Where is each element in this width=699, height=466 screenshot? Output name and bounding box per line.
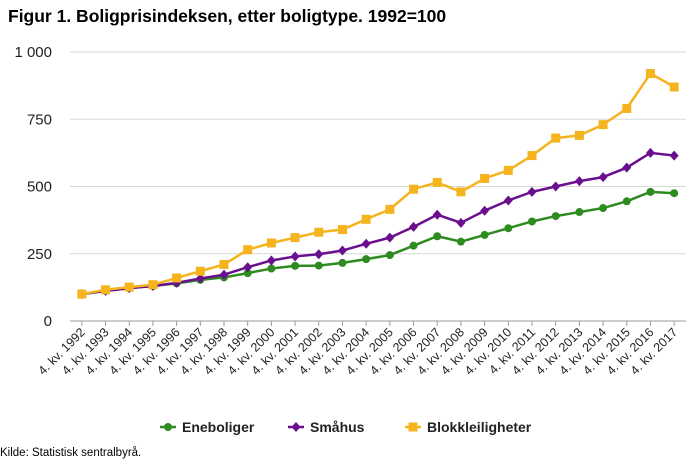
series-lines xyxy=(77,69,679,300)
data-point xyxy=(670,189,679,198)
data-point xyxy=(409,184,419,194)
data-point xyxy=(575,208,584,217)
series-blokkleiligheter xyxy=(77,69,679,299)
data-point xyxy=(527,186,537,197)
data-point xyxy=(148,280,158,290)
legend-item[interactable]: Eneboliger xyxy=(160,419,255,435)
data-point xyxy=(266,255,276,266)
legend-item[interactable]: Blokkleiligheter xyxy=(405,419,532,435)
data-point xyxy=(385,251,394,260)
data-point xyxy=(598,172,608,183)
data-point xyxy=(361,214,371,224)
data-point xyxy=(622,162,632,173)
data-point xyxy=(314,261,323,270)
y-tick-label: 500 xyxy=(27,179,52,196)
data-point xyxy=(267,264,276,273)
data-point xyxy=(622,103,632,113)
legend-label: Småhus xyxy=(310,419,365,435)
series-småhus xyxy=(77,147,679,300)
data-point xyxy=(219,260,229,270)
data-point xyxy=(409,241,418,250)
data-point xyxy=(337,225,347,235)
data-point xyxy=(243,245,253,255)
data-point xyxy=(361,238,371,249)
data-point xyxy=(551,212,560,221)
data-point xyxy=(645,147,655,158)
y-tick-label: 1 000 xyxy=(14,44,52,61)
data-point xyxy=(172,273,182,283)
series-line xyxy=(81,151,675,296)
data-point xyxy=(622,197,631,206)
data-point xyxy=(77,289,87,299)
legend-marker xyxy=(408,422,418,432)
data-point xyxy=(314,227,324,237)
data-point xyxy=(574,176,584,187)
data-point xyxy=(243,269,252,278)
data-point xyxy=(362,255,371,264)
legend-label: Eneboliger xyxy=(182,419,255,435)
data-point xyxy=(646,187,655,196)
data-point xyxy=(598,120,608,130)
data-point xyxy=(456,237,465,246)
y-tick-label: 0 xyxy=(44,313,52,330)
source-note: Kilde: Statistisk sentralbyrå. xyxy=(0,447,142,459)
data-point xyxy=(291,261,300,270)
data-point xyxy=(551,133,561,143)
data-point xyxy=(409,221,419,232)
data-point xyxy=(527,151,537,161)
data-point xyxy=(219,269,229,280)
legend-label: Blokkleiligheter xyxy=(427,419,532,435)
data-point xyxy=(385,232,395,243)
legend-item[interactable]: Småhus xyxy=(288,419,365,435)
grid-lines xyxy=(70,51,686,322)
series-line xyxy=(81,72,675,296)
data-point xyxy=(314,249,324,260)
legend-marker xyxy=(291,422,301,432)
data-point xyxy=(480,173,490,183)
data-point xyxy=(385,204,395,214)
data-point xyxy=(551,181,561,192)
data-point xyxy=(432,177,442,187)
data-point xyxy=(480,230,489,239)
data-point xyxy=(503,195,513,206)
legend-marker xyxy=(164,423,172,431)
chart-title: Figur 1. Boligprisindeksen, etter boligt… xyxy=(8,6,447,26)
data-point xyxy=(433,232,442,241)
data-point xyxy=(504,224,513,233)
data-point xyxy=(290,233,300,243)
legend: Eneboliger Småhus Blokkleiligheter xyxy=(160,419,532,435)
y-tick-label: 750 xyxy=(27,111,52,128)
data-point xyxy=(456,217,466,228)
data-point xyxy=(195,273,205,284)
y-tick-labels: 0 250 500 750 1 000 xyxy=(14,44,52,330)
data-point xyxy=(266,238,276,248)
axes xyxy=(70,320,686,326)
data-point xyxy=(195,266,205,276)
data-point xyxy=(338,258,347,267)
data-point xyxy=(456,187,466,197)
y-tick-label: 250 xyxy=(27,246,52,263)
data-point xyxy=(480,205,490,216)
data-point xyxy=(101,285,111,295)
data-point xyxy=(337,245,347,256)
data-point xyxy=(669,82,679,92)
data-point xyxy=(290,251,300,262)
data-point xyxy=(574,130,584,140)
data-point xyxy=(503,165,513,175)
data-point xyxy=(432,209,442,220)
data-point xyxy=(243,262,253,273)
data-point xyxy=(124,282,134,292)
data-point xyxy=(528,217,536,226)
data-point xyxy=(599,204,608,213)
data-point xyxy=(669,150,679,161)
data-point xyxy=(645,69,655,79)
